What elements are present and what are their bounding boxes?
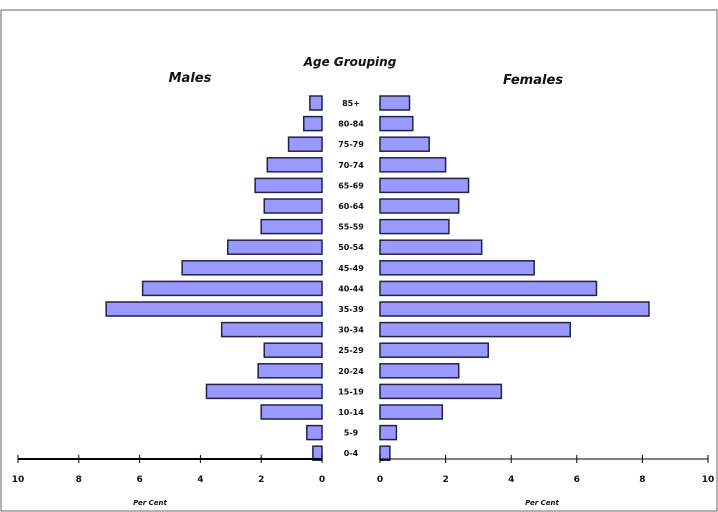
left-tick-label-10: 10 — [12, 475, 25, 485]
age-label-0-4: 0-4 — [344, 449, 359, 458]
chart-marks: 0-4 5-9 10-14 15-19 20-24 25-29 30-34 35-39 40-4… — [105, 95, 650, 461]
male-bar-35-39 — [105, 301, 323, 317]
left-tick-label-2: 2 — [258, 475, 264, 485]
right-tick-label-8: 8 — [639, 475, 645, 485]
age-label-85+: 85+ — [342, 99, 360, 108]
age-label-35-39: 35-39 — [338, 305, 364, 314]
male-bar-30-34 — [220, 321, 323, 338]
axis-ticks: 0 0 2 2 4 4 6 6 8 8 10 10 — [12, 455, 715, 485]
age-label-75-79: 75-79 — [338, 140, 364, 149]
right-tick-label-2: 2 — [442, 475, 448, 485]
male-bar-20-24 — [257, 363, 323, 379]
female-bar-45-49 — [379, 260, 535, 276]
male-bar-55-59 — [260, 218, 323, 235]
age-label-70-74: 70-74 — [338, 161, 364, 170]
age-label-30-34: 30-34 — [338, 326, 364, 335]
female-bar-20-24 — [379, 363, 460, 379]
left-tick-label-8: 8 — [76, 475, 82, 485]
female-bar-30-34 — [379, 321, 571, 338]
male-bar-80-84 — [303, 115, 323, 132]
age-label-15-19: 15-19 — [338, 387, 364, 396]
right-tick-label-0: 0 — [377, 475, 383, 485]
chart-frame — [0, 9, 718, 512]
age-label-5-9: 5-9 — [344, 429, 359, 438]
male-bar-10-14 — [260, 404, 323, 420]
female-bar-40-44 — [379, 280, 598, 297]
females-label: Females — [503, 73, 563, 88]
age-label-20-24: 20-24 — [338, 367, 364, 376]
male-bar-85+ — [309, 95, 323, 111]
age-label-50-54: 50-54 — [338, 243, 364, 252]
age-label-40-44: 40-44 — [338, 284, 364, 293]
female-bar-50-54 — [379, 239, 483, 255]
female-bar-75-79 — [379, 136, 430, 152]
female-bar-70-74 — [379, 157, 447, 173]
female-bar-15-19 — [379, 383, 503, 400]
left-tick-label-0: 0 — [319, 475, 325, 485]
female-bar-5-9 — [379, 424, 398, 441]
age-label-80-84: 80-84 — [338, 120, 364, 129]
age-label-25-29: 25-29 — [338, 346, 364, 355]
males-label: Males — [169, 71, 212, 86]
male-bar-45-49 — [181, 260, 323, 276]
right-tick-label-4: 4 — [508, 475, 514, 485]
male-bar-25-29 — [263, 342, 323, 358]
male-bar-50-54 — [227, 239, 323, 255]
male-bar-65-69 — [254, 177, 323, 194]
female-bar-10-14 — [379, 404, 444, 420]
right-x-axis-title: Per Cent — [525, 499, 559, 507]
male-bar-75-79 — [287, 136, 323, 152]
female-bar-0-4 — [379, 445, 391, 461]
female-bar-80-84 — [379, 115, 414, 132]
left-tick-label-4: 4 — [197, 475, 203, 485]
female-bar-65-69 — [379, 177, 470, 194]
right-tick-label-10: 10 — [702, 475, 715, 485]
female-bar-60-64 — [379, 198, 460, 214]
male-bar-0-4 — [312, 445, 323, 461]
age-label-10-14: 10-14 — [338, 408, 364, 417]
female-bar-85+ — [379, 95, 411, 111]
male-bar-5-9 — [306, 424, 323, 441]
right-tick-label-6: 6 — [574, 475, 580, 485]
male-bar-40-44 — [141, 280, 323, 297]
age-label-60-64: 60-64 — [338, 202, 364, 211]
female-bar-35-39 — [379, 301, 650, 317]
female-bar-55-59 — [379, 218, 450, 235]
male-bar-15-19 — [205, 383, 323, 400]
age-label-55-59: 55-59 — [338, 223, 364, 232]
age-label-65-69: 65-69 — [338, 181, 364, 190]
chart-title: Age Grouping — [303, 55, 397, 69]
age-label-45-49: 45-49 — [338, 264, 364, 273]
male-bar-60-64 — [263, 198, 323, 214]
female-bar-25-29 — [379, 342, 489, 358]
left-tick-label-6: 6 — [136, 475, 142, 485]
left-x-axis-title: Per Cent — [133, 499, 167, 507]
male-bar-70-74 — [266, 157, 323, 173]
